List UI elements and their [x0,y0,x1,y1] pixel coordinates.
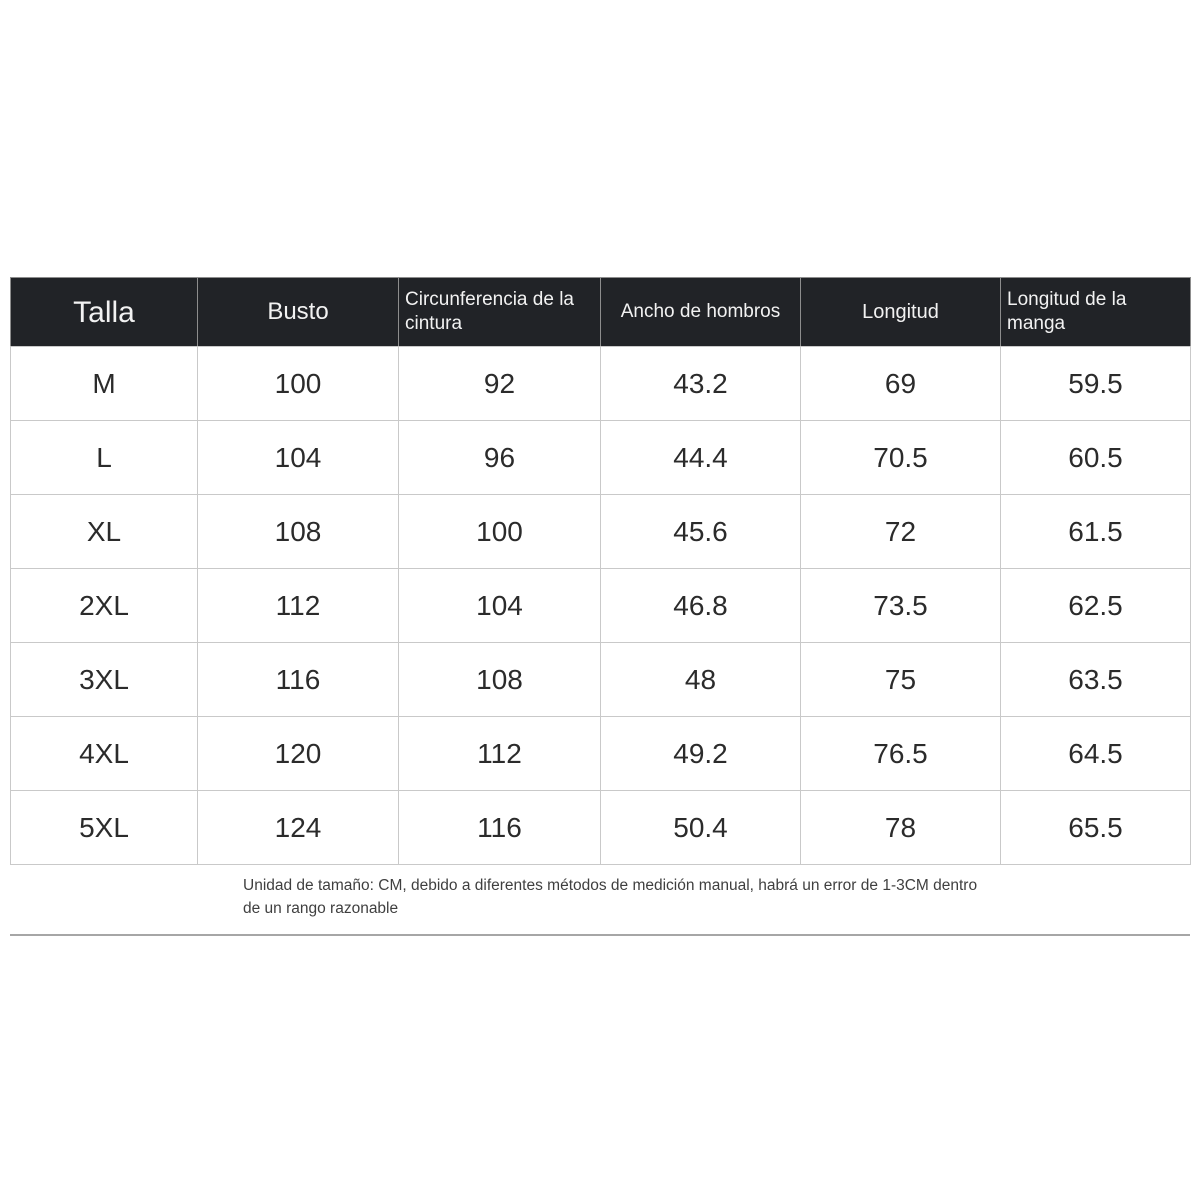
value-cell: 50.4 [600,790,801,865]
size-chart-table: Talla Busto Circunferencia de la cintura… [10,277,1191,865]
size-cell: XL [10,494,198,569]
table-row-l: L 104 96 44.4 70.5 60.5 [10,420,1191,495]
size-cell: 5XL [10,790,198,865]
column-header-ancho-hombros: Ancho de hombros [600,277,801,347]
table-row-4xl: 4XL 120 112 49.2 76.5 64.5 [10,716,1191,791]
bottom-divider-line [10,933,1190,936]
column-header-longitud-manga: Longitud de la manga [1000,277,1191,347]
value-cell: 116 [398,790,601,865]
size-cell: 3XL [10,642,198,717]
value-cell: 96 [398,420,601,495]
value-cell: 108 [197,494,399,569]
value-cell: 100 [398,494,601,569]
value-cell: 112 [398,716,601,791]
column-header-longitud: Longitud [800,277,1001,347]
value-cell: 48 [600,642,801,717]
size-cell: L [10,420,198,495]
value-cell: 124 [197,790,399,865]
value-cell: 45.6 [600,494,801,569]
value-cell: 120 [197,716,399,791]
value-cell: 116 [197,642,399,717]
value-cell: 92 [398,346,601,421]
value-cell: 44.4 [600,420,801,495]
value-cell: 108 [398,642,601,717]
table-row-m: M 100 92 43.2 69 59.5 [10,346,1191,421]
value-cell: 43.2 [600,346,801,421]
size-cell: 2XL [10,568,198,643]
value-cell: 59.5 [1000,346,1191,421]
footnote-line: Unidad de tamaño: CM, debido a diferente… [243,877,978,894]
column-header-label: Busto [267,298,329,326]
column-header-label: Longitud [862,300,939,323]
value-cell: 78 [800,790,1001,865]
column-header-label: Talla [73,295,135,329]
value-cell: 46.8 [600,568,801,643]
value-cell: 72 [800,494,1001,569]
column-header-label: Circunferencia de la cintura [405,289,574,334]
value-cell: 64.5 [1000,716,1191,791]
column-header-circunferencia-cintura: Circunferencia de la cintura [398,277,601,347]
size-cell: M [10,346,198,421]
value-cell: 69 [800,346,1001,421]
table-row-2xl: 2XL 112 104 46.8 73.5 62.5 [10,568,1191,643]
value-cell: 61.5 [1000,494,1191,569]
table-row-3xl: 3XL 116 108 48 75 63.5 [10,642,1191,717]
footnote-line: de un rango razonable [243,899,399,917]
size-cell: 4XL [10,716,198,791]
value-cell: 75 [800,642,1001,717]
column-header-talla: Talla [10,277,198,347]
value-cell: 65.5 [1000,790,1191,865]
size-unit-footnote: Unidad de tamaño: CM, debido a diferente… [243,875,978,921]
size-chart-container: Talla Busto Circunferencia de la cintura… [10,277,1191,936]
value-cell: 60.5 [1000,420,1191,495]
header-row: Talla Busto Circunferencia de la cintura… [10,277,1191,347]
value-cell: 49.2 [600,716,801,791]
column-header-label: Longitud de la manga [1007,289,1127,334]
column-header-busto: Busto [197,277,399,347]
value-cell: 62.5 [1000,568,1191,643]
value-cell: 104 [197,420,399,495]
value-cell: 100 [197,346,399,421]
value-cell: 104 [398,568,601,643]
value-cell: 76.5 [800,716,1001,791]
value-cell: 112 [197,568,399,643]
table-row-5xl: 5XL 124 116 50.4 78 65.5 [10,790,1191,865]
table-row-xl: XL 108 100 45.6 72 61.5 [10,494,1191,569]
column-header-label: Ancho de hombros [620,301,781,323]
value-cell: 73.5 [800,568,1001,643]
value-cell: 63.5 [1000,642,1191,717]
value-cell: 70.5 [800,420,1001,495]
